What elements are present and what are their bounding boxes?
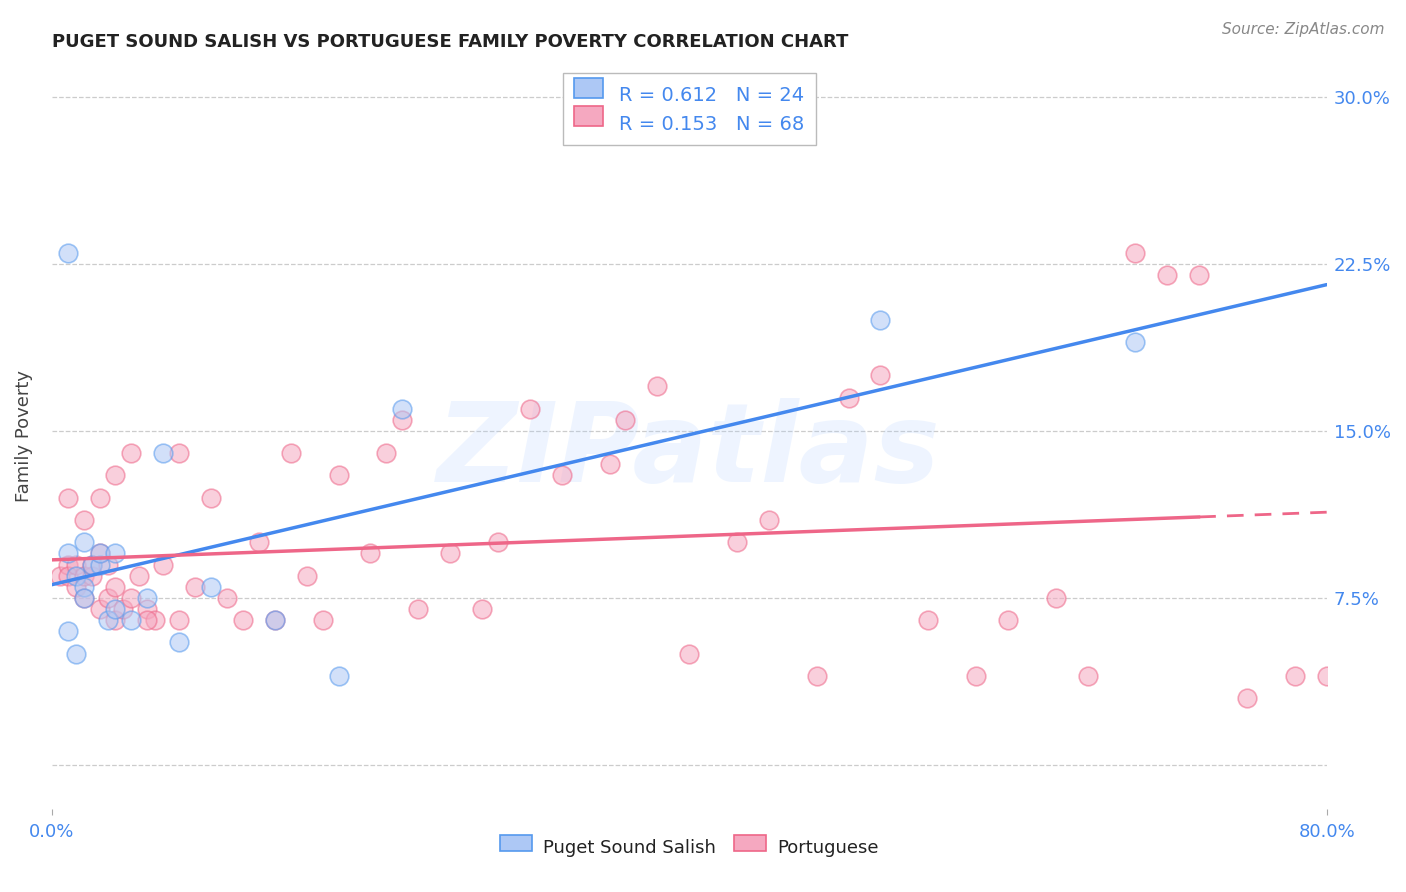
Point [56, 558, 79, 572]
Point [167, 613, 190, 627]
Point [56, 491, 79, 505]
Point [136, 602, 159, 616]
Point [152, 558, 174, 572]
Point [89, 546, 111, 560]
Point [328, 468, 350, 483]
Point [104, 602, 127, 616]
Point [120, 613, 142, 627]
Point [486, 535, 509, 549]
Point [1125, 245, 1147, 260]
Point [1125, 334, 1147, 349]
Point [295, 568, 318, 582]
Point [56, 568, 79, 582]
Point [112, 602, 135, 616]
Point [89, 558, 111, 572]
Point [232, 613, 254, 627]
Point [439, 546, 461, 560]
Point [263, 613, 285, 627]
Point [89, 491, 111, 505]
Point [72, 591, 94, 605]
Point [128, 568, 150, 582]
Point [167, 446, 190, 460]
Point [120, 591, 142, 605]
Point [72, 580, 94, 594]
Point [56, 245, 79, 260]
Point [869, 368, 891, 383]
Point [311, 613, 333, 627]
Point [200, 491, 222, 505]
Point [806, 669, 828, 683]
Point [65, 568, 87, 582]
Point [1188, 268, 1211, 282]
Point [391, 413, 413, 427]
Point [136, 591, 159, 605]
Point [48, 568, 70, 582]
Point [391, 401, 413, 416]
Point [263, 613, 285, 627]
Point [614, 413, 637, 427]
Point [120, 446, 142, 460]
Point [72, 513, 94, 527]
Point [56, 546, 79, 560]
Point [89, 602, 111, 616]
Point [1156, 268, 1178, 282]
Point [997, 613, 1019, 627]
Point [96, 613, 118, 627]
Point [1284, 669, 1306, 683]
Point [551, 468, 574, 483]
Point [80, 558, 103, 572]
Point [96, 558, 118, 572]
Point [328, 669, 350, 683]
Point [519, 401, 541, 416]
Point [96, 591, 118, 605]
Point [184, 580, 207, 594]
Point [215, 591, 238, 605]
Point [965, 669, 987, 683]
Point [72, 591, 94, 605]
Point [247, 535, 270, 549]
Point [280, 446, 302, 460]
Point [647, 379, 669, 393]
Text: Source: ZipAtlas.com: Source: ZipAtlas.com [1222, 22, 1385, 37]
Point [408, 602, 430, 616]
Point [599, 458, 621, 472]
Point [152, 446, 174, 460]
Point [678, 647, 700, 661]
Point [65, 558, 87, 572]
Y-axis label: Family Poverty: Family Poverty [15, 370, 32, 502]
Point [1077, 669, 1099, 683]
Point [917, 613, 939, 627]
Legend: R = 0.612   N = 24, R = 0.153   N = 68: R = 0.612 N = 24, R = 0.153 N = 68 [562, 73, 815, 145]
Point [56, 624, 79, 639]
Point [758, 513, 780, 527]
Point [65, 580, 87, 594]
Point [104, 613, 127, 627]
Text: ZIPatlas: ZIPatlas [437, 398, 941, 505]
Point [200, 580, 222, 594]
Point [143, 613, 166, 627]
Point [80, 568, 103, 582]
Point [104, 468, 127, 483]
Point [167, 635, 190, 649]
Point [104, 546, 127, 560]
Point [471, 602, 494, 616]
Point [89, 546, 111, 560]
Point [1045, 591, 1067, 605]
Point [136, 613, 159, 627]
Point [80, 558, 103, 572]
Point [65, 647, 87, 661]
Point [72, 535, 94, 549]
Point [375, 446, 398, 460]
Point [104, 580, 127, 594]
Point [1316, 669, 1339, 683]
Point [838, 391, 860, 405]
Point [72, 568, 94, 582]
Text: PUGET SOUND SALISH VS PORTUGUESE FAMILY POVERTY CORRELATION CHART: PUGET SOUND SALISH VS PORTUGUESE FAMILY … [52, 33, 848, 51]
Point [1236, 691, 1258, 706]
Point [869, 312, 891, 326]
Point [360, 546, 382, 560]
Point [725, 535, 748, 549]
